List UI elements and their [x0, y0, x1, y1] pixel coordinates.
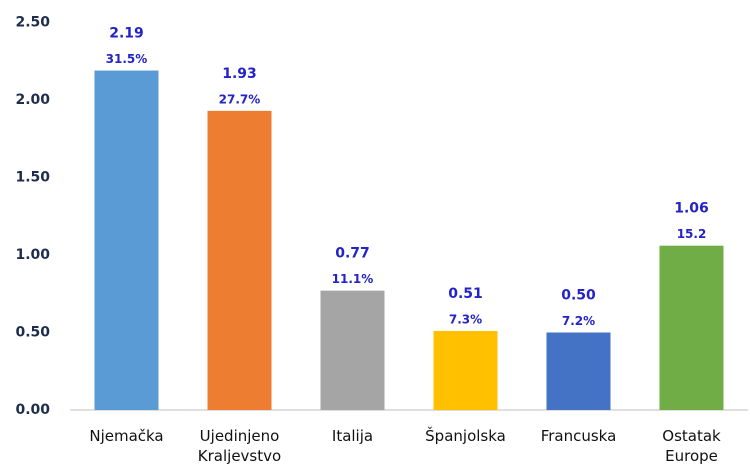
x-tick-label: Ostatak Europe	[662, 427, 721, 465]
y-tick-label: 2.50	[15, 15, 50, 31]
bar	[94, 70, 159, 411]
share-label: 27.7%	[219, 92, 261, 106]
x-tick-label: Njemačka	[89, 427, 164, 445]
value-label: 0.77	[335, 246, 370, 262]
bar	[207, 110, 272, 410]
share-label: 15.2	[677, 227, 707, 241]
bar	[659, 245, 724, 410]
value-label: 0.50	[561, 288, 596, 304]
share-label: 11.1%	[332, 272, 374, 286]
value-label: 2.19	[109, 26, 144, 42]
y-tick-label: 1.00	[15, 247, 50, 263]
value-label: 0.51	[448, 286, 483, 302]
y-tick-label: 1.50	[15, 170, 50, 186]
x-tick-label: Ujedinjeno Kraljevstvo	[197, 427, 282, 465]
bar	[433, 330, 498, 410]
y-tick-label: 0.50	[15, 325, 50, 341]
bar	[320, 290, 385, 410]
share-label: 7.3%	[449, 312, 482, 326]
bar	[546, 332, 611, 410]
y-tick-label: 2.00	[15, 92, 50, 108]
x-tick-label: Francuska	[540, 427, 617, 445]
share-label: 31.5%	[106, 52, 148, 66]
x-tick-label: Španjolska	[425, 427, 506, 445]
value-label: 1.93	[222, 66, 257, 82]
x-tick-label: Italija	[331, 427, 374, 445]
value-label: 1.06	[674, 201, 709, 217]
share-label: 7.2%	[562, 314, 595, 328]
y-tick-label: 0.00	[15, 402, 50, 418]
